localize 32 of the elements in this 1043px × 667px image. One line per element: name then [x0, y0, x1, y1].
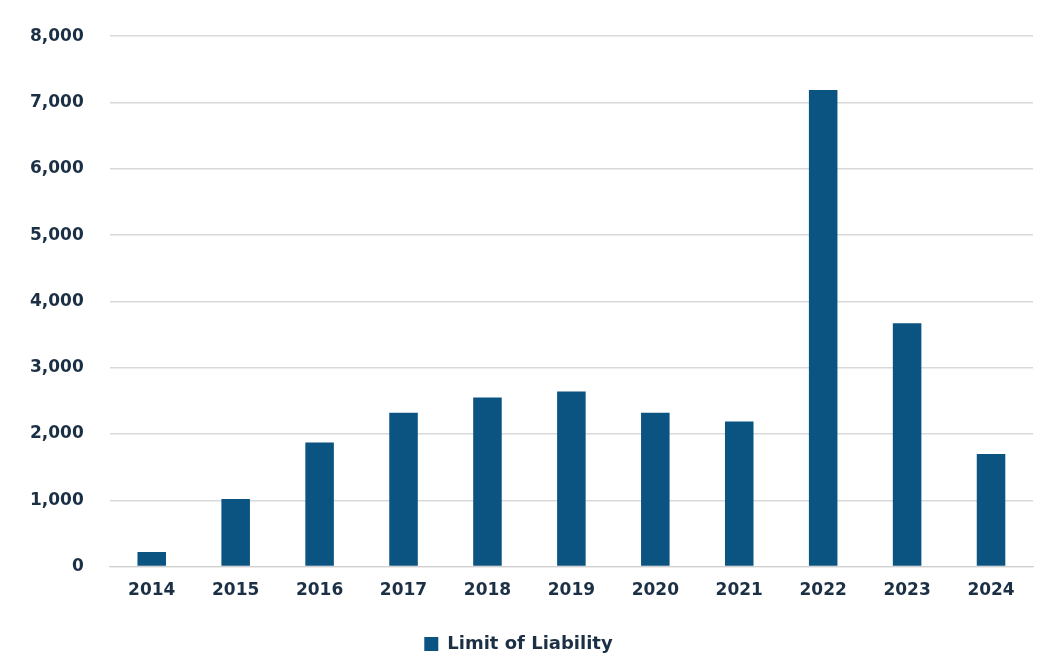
y-tick-label: 7,000: [29, 90, 84, 111]
y-tick-label: 8,000: [29, 24, 84, 45]
x-tick-label: 2020: [631, 579, 680, 600]
bar: [808, 89, 838, 566]
bar: [724, 421, 754, 566]
x-tick-label: 2022: [799, 579, 847, 600]
bar: [473, 397, 502, 566]
bar: [641, 412, 670, 566]
bar: [305, 442, 334, 566]
bar: [557, 391, 586, 566]
y-tick-label: 3,000: [29, 356, 84, 377]
legend-label: Limit of Liability: [447, 631, 613, 653]
bar: [221, 498, 250, 566]
x-tick-label: 2016: [295, 579, 344, 600]
x-tick-label: 2019: [547, 579, 596, 600]
x-tick-label: 2024: [967, 579, 1015, 600]
bar: [892, 323, 922, 566]
x-tick-label: 2014: [128, 579, 176, 600]
bar: [976, 453, 1006, 566]
x-tick-label: 2021: [715, 579, 763, 600]
y-tick-label: 5,000: [29, 223, 84, 244]
y-tick-label: 0: [71, 555, 84, 576]
bar: [389, 412, 418, 566]
y-tick-label: 1,000: [29, 488, 84, 509]
y-tick-label: 4,000: [29, 289, 84, 310]
y-tick-label: 6,000: [29, 157, 84, 178]
x-tick-label: 2017: [379, 579, 428, 600]
x-tick-label: 2023: [883, 579, 931, 600]
y-tick-label: 2,000: [29, 422, 84, 443]
x-tick-label: 2015: [212, 579, 260, 600]
x-tick-label: 2018: [463, 579, 512, 600]
bar: [137, 552, 167, 566]
